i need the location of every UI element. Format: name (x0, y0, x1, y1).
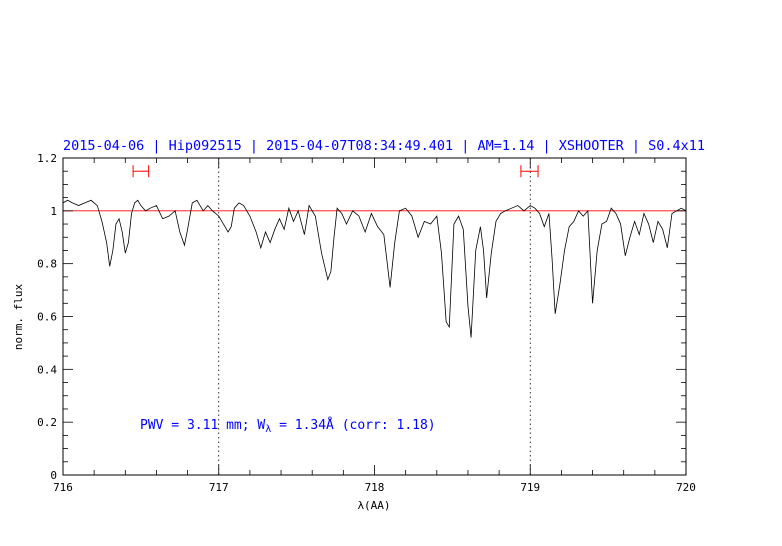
y-tick-label: 0.2 (37, 416, 57, 429)
chart-title: 2015-04-06 | Hip092515 | 2015-04-07T08:3… (63, 138, 705, 154)
x-axis-label: λ(AA) (357, 499, 390, 512)
plot-area: 716 717 718 719 720 0 0.2 0.4 0.6 0.8 1 1.2 (37, 152, 696, 494)
annotation-prefix: PWV = 3.11 mm; W (140, 418, 265, 433)
y-tick-label: 1 (50, 205, 57, 218)
y-tick-label: 0 (50, 469, 57, 482)
spectrum-line (62, 199, 687, 338)
pwv-annotation: PWV = 3.11 mm; Wλ = 1.34Å (corr: 1.18) (140, 417, 436, 435)
x-tick-label: 717 (209, 481, 229, 494)
y-tick-label: 1.2 (37, 152, 57, 165)
x-tick-label: 719 (520, 481, 540, 494)
y-tick-label: 0.4 (37, 363, 57, 376)
y-tick-label: 0.6 (37, 311, 57, 324)
annotation-subscript: λ (265, 424, 271, 435)
y-axis-label: norm. flux (12, 284, 25, 351)
y-tick-label: 0.8 (37, 258, 57, 271)
x-tick-label: 720 (676, 481, 696, 494)
x-tick-label: 716 (53, 481, 73, 494)
annotation-suffix: = 1.34Å (corr: 1.18) (271, 417, 435, 433)
x-tick-label: 718 (365, 481, 385, 494)
